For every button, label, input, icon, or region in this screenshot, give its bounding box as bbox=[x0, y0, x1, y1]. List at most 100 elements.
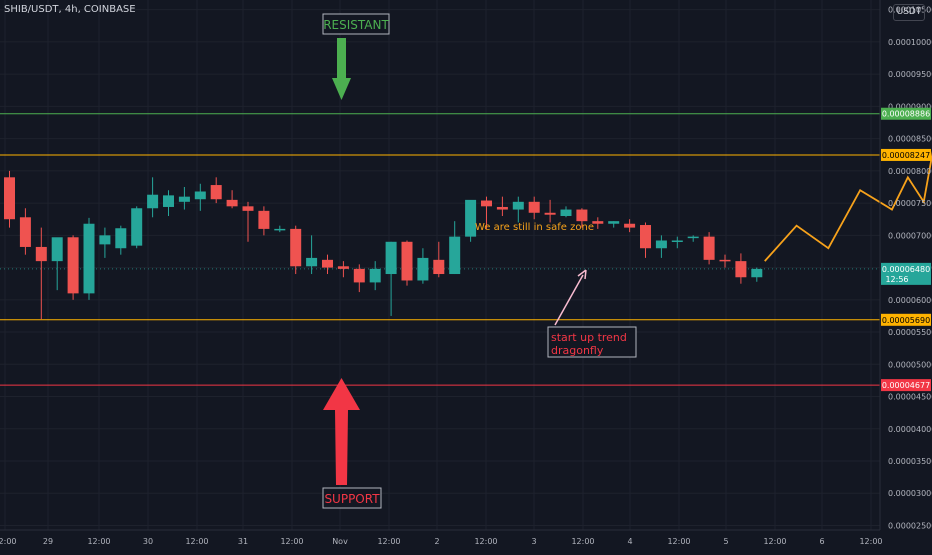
resistant-arrow-icon bbox=[332, 38, 351, 100]
up-trend-box bbox=[547, 326, 637, 358]
candle-body bbox=[560, 209, 572, 216]
candle-body bbox=[417, 257, 429, 281]
y-tick-label: 0.00007000 bbox=[888, 231, 932, 240]
candle-body bbox=[210, 185, 222, 200]
candle-body bbox=[163, 195, 174, 207]
candle-body bbox=[433, 259, 445, 275]
resistant-label-box bbox=[322, 13, 390, 35]
currency-button[interactable]: USDT bbox=[893, 4, 925, 21]
candle-body bbox=[4, 177, 15, 220]
y-tick-label: 0.00005500 bbox=[888, 328, 932, 337]
x-tick-label: 12:00 bbox=[185, 537, 208, 546]
candle-body bbox=[751, 268, 763, 278]
candle-body bbox=[226, 199, 238, 207]
level-price-tag-upper bbox=[881, 148, 931, 161]
symbol-title: SHIB/USDT, 4h, COINBASE bbox=[4, 4, 136, 15]
candle-body bbox=[719, 259, 731, 262]
safe-zone-note: We are still in safe zone bbox=[475, 222, 594, 233]
level-price-label: 0.00008886 bbox=[882, 110, 930, 119]
x-tick-label: 12:00 bbox=[667, 537, 690, 546]
price-axis[interactable]: 0.00010500 0.00010000 0.00009500 0.00009000… bbox=[879, 0, 932, 530]
candle-body bbox=[51, 237, 63, 262]
y-tick-label: 0.00007500 bbox=[888, 199, 932, 208]
candle-body bbox=[528, 201, 540, 213]
y-tick-label: 0.00010000 bbox=[888, 38, 932, 47]
y-tick-label: 0.00009000 bbox=[888, 102, 932, 111]
support-label: SUPPORT bbox=[324, 492, 380, 506]
x-tick-label: 12:00 bbox=[377, 537, 400, 546]
level-price-label: 0.00008247 bbox=[882, 151, 930, 160]
candle-body bbox=[67, 237, 79, 294]
x-tick-label: 12:00 bbox=[0, 537, 17, 546]
time-axis[interactable]: 12:00 29 12:00 30 12:00 31 12:00 Nov 12:00 2 12:00… bbox=[0, 529, 883, 546]
x-tick-label: 6 bbox=[819, 537, 824, 546]
candle-body bbox=[544, 212, 556, 215]
x-tick-label: 5 bbox=[723, 537, 728, 546]
candle-body bbox=[687, 236, 699, 239]
candle-body bbox=[19, 217, 31, 247]
candle-body bbox=[35, 246, 47, 262]
level-price-label: 0.00005690 bbox=[882, 316, 930, 325]
up-trend-line2: dragonfly bbox=[551, 344, 604, 357]
x-tick-label: 12:00 bbox=[87, 537, 110, 546]
candle-body bbox=[465, 199, 477, 237]
candle-body bbox=[306, 257, 318, 267]
candle-body bbox=[624, 223, 636, 228]
candle-body bbox=[178, 196, 190, 202]
y-tick-label: 0.00005000 bbox=[888, 360, 932, 369]
candle-body bbox=[369, 268, 381, 283]
candle-body bbox=[385, 241, 397, 275]
y-tick-label: 0.00006000 bbox=[888, 296, 932, 305]
resistant-label: RESISTANT bbox=[323, 18, 389, 32]
countdown-label: 12:56 bbox=[885, 275, 908, 284]
y-tick-label: 0.00002500 bbox=[888, 521, 932, 530]
y-tick-label: 0.00009500 bbox=[888, 70, 932, 79]
x-tick-label: 12:00 bbox=[474, 537, 497, 546]
level-price-tag-lower bbox=[881, 313, 931, 326]
x-tick-label: 3 bbox=[531, 537, 536, 546]
candle-body bbox=[401, 241, 413, 281]
x-tick-label: 12:00 bbox=[280, 537, 303, 546]
y-tick-label: 0.00010500 bbox=[888, 6, 932, 15]
level-price-tag-resistant bbox=[881, 107, 931, 120]
support-arrow-icon bbox=[323, 378, 360, 485]
x-tick-label: 30 bbox=[143, 537, 153, 546]
candle-body bbox=[449, 236, 461, 275]
candle-body bbox=[592, 221, 604, 224]
candle-body bbox=[83, 223, 95, 294]
y-tick-label: 0.00003000 bbox=[888, 489, 932, 498]
candle-body bbox=[274, 228, 286, 231]
projection-line bbox=[764, 150, 932, 262]
pink-arrow-shaft bbox=[554, 274, 584, 326]
candles bbox=[4, 170, 763, 320]
pink-arrow-head-icon bbox=[577, 269, 587, 280]
candle-body bbox=[194, 191, 206, 200]
candle-body bbox=[290, 228, 302, 267]
candle-body bbox=[99, 235, 111, 245]
level-price-tag-support bbox=[881, 379, 931, 392]
candle-body bbox=[576, 209, 588, 222]
y-tick-label: 0.00008000 bbox=[888, 167, 932, 176]
x-tick-label: 31 bbox=[238, 537, 248, 546]
candle-body bbox=[147, 194, 159, 209]
current-price-label: 0.00006480 bbox=[882, 265, 930, 274]
candle-body bbox=[655, 240, 667, 249]
support-label-box bbox=[322, 487, 382, 509]
candle-body bbox=[115, 228, 127, 249]
y-tick-label: 0.00003500 bbox=[888, 457, 932, 466]
level-price-label: 0.00004677 bbox=[882, 381, 930, 390]
y-tick-label: 0.00004000 bbox=[888, 425, 932, 434]
x-tick-label: 29 bbox=[43, 537, 53, 546]
candle-body bbox=[337, 266, 349, 269]
candle-body bbox=[608, 221, 620, 224]
candle-body bbox=[640, 225, 651, 249]
candle-body bbox=[703, 236, 715, 260]
candle-body bbox=[131, 208, 143, 246]
x-tick-label: 4 bbox=[627, 537, 632, 546]
candle-body bbox=[496, 206, 508, 210]
y-tick-label: 0.00008500 bbox=[888, 135, 932, 144]
candle-body bbox=[322, 259, 333, 268]
